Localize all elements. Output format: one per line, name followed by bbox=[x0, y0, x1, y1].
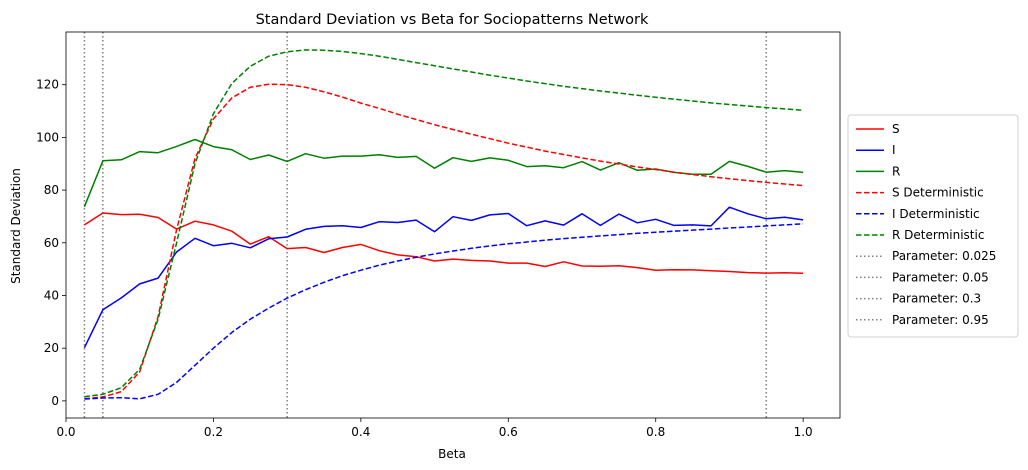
legend-box bbox=[847, 114, 1019, 338]
x-axis-title: Beta bbox=[438, 447, 466, 461]
legend-label: Parameter: 0.025 bbox=[892, 249, 996, 263]
legend-label: Parameter: 0.3 bbox=[892, 292, 981, 306]
chart-title: Standard Deviation vs Beta for Sociopatt… bbox=[256, 12, 649, 28]
legend-label: Parameter: 0.05 bbox=[892, 270, 989, 284]
y-tick-label: 40 bbox=[44, 288, 59, 302]
x-tick-label: 0.2 bbox=[204, 425, 223, 439]
axes: 0.0 0.2 0.4 0.6 0.8 1.0 0 20 40 60 80 100 120 bbox=[36, 31, 841, 439]
legend-label: S Deterministic bbox=[892, 186, 984, 200]
y-axis-title: Standard Deviation bbox=[9, 168, 23, 284]
series-line-4 bbox=[84, 223, 804, 400]
plot-area bbox=[83, 32, 804, 418]
legend-label: R Deterministic bbox=[892, 228, 984, 242]
legend-label: S bbox=[892, 122, 900, 136]
series-line-3 bbox=[84, 83, 804, 400]
y-tick-label: 80 bbox=[44, 183, 59, 197]
y-tick-label: 20 bbox=[44, 341, 59, 355]
series-line-2 bbox=[83, 138, 804, 207]
x-tick-label: 0.6 bbox=[499, 425, 518, 439]
legend: SIR S Deterministic I Deterministic R Deter… bbox=[847, 114, 1019, 338]
x-tick-label: 0.0 bbox=[56, 425, 75, 439]
legend-label: I bbox=[892, 143, 896, 157]
x-tick-label: 0.4 bbox=[351, 425, 370, 439]
legend-label: I Deterministic bbox=[892, 207, 980, 221]
legend-label: R bbox=[892, 164, 900, 178]
series-line-1 bbox=[83, 206, 804, 349]
y-tick-label: 60 bbox=[44, 236, 59, 250]
x-tick-label: 1.0 bbox=[794, 425, 813, 439]
y-tick-label: 0 bbox=[51, 394, 59, 408]
y-tick-label: 100 bbox=[36, 130, 59, 144]
series-line-5 bbox=[84, 49, 804, 398]
legend-label: Parameter: 0.95 bbox=[892, 313, 989, 327]
series-line-0 bbox=[83, 212, 804, 275]
x-tick-label: 0.8 bbox=[646, 425, 665, 439]
axes-frame bbox=[65, 31, 841, 419]
y-tick-label: 120 bbox=[36, 78, 59, 92]
